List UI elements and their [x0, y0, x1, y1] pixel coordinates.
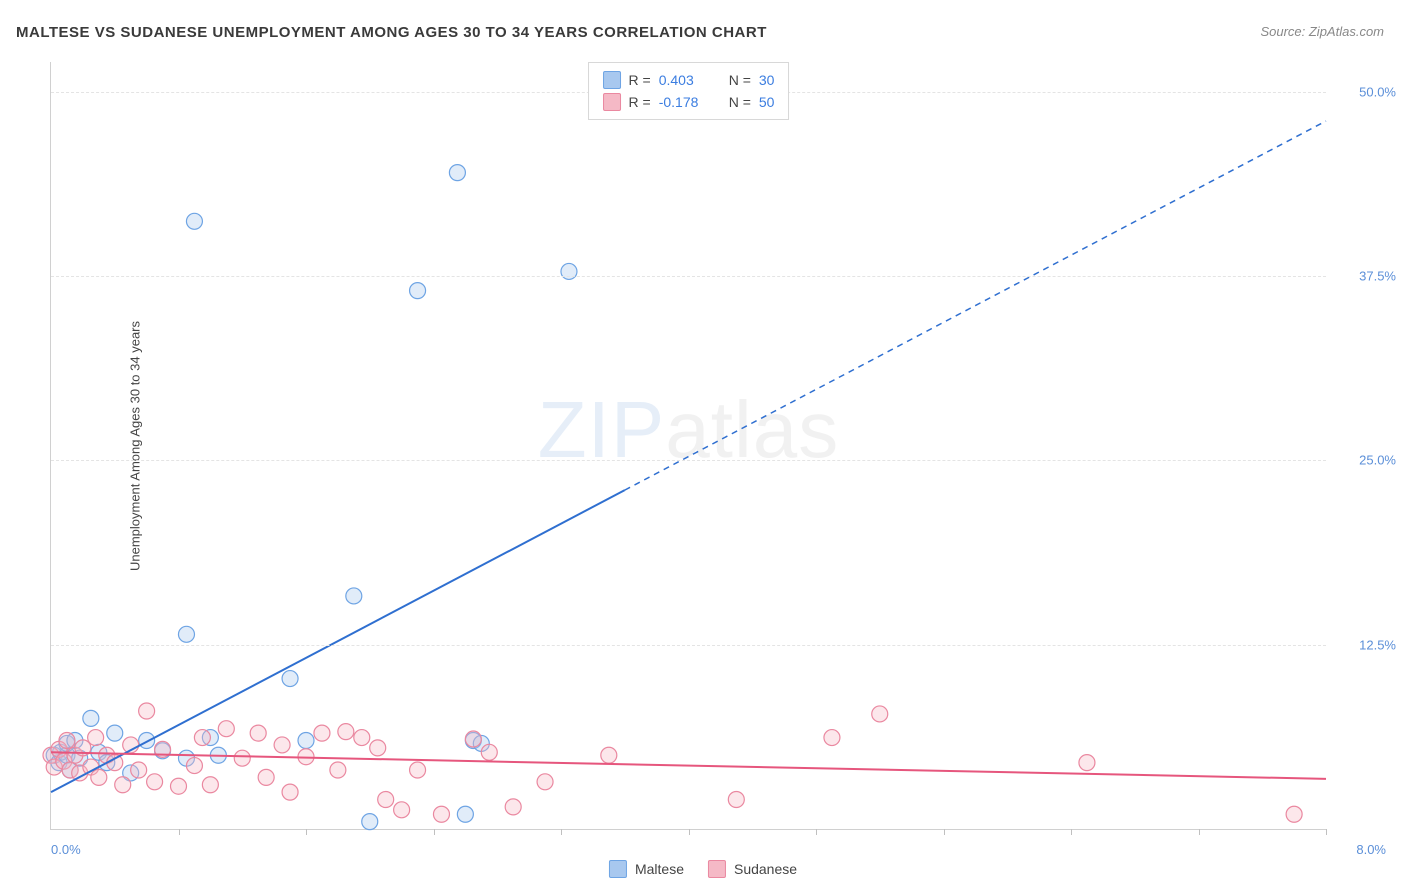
- data-point[interactable]: [1286, 806, 1302, 822]
- maltese-n-value: 30: [759, 72, 775, 88]
- data-point[interactable]: [298, 733, 314, 749]
- data-point[interactable]: [362, 814, 378, 830]
- data-point[interactable]: [394, 802, 410, 818]
- stats-row-maltese: R = 0.403 N = 30: [603, 69, 775, 91]
- data-point[interactable]: [330, 762, 346, 778]
- stats-row-sudanese: R = -0.178 N = 50: [603, 91, 775, 113]
- legend-item-sudanese[interactable]: Sudanese: [708, 860, 797, 878]
- chart-svg: [51, 62, 1326, 829]
- data-point[interactable]: [107, 725, 123, 741]
- data-point[interactable]: [194, 730, 210, 746]
- x-tick: [179, 829, 180, 835]
- x-tick: [1199, 829, 1200, 835]
- data-point[interactable]: [186, 758, 202, 774]
- legend-item-maltese[interactable]: Maltese: [609, 860, 684, 878]
- source-label: Source: ZipAtlas.com: [1260, 24, 1384, 39]
- x-tick: [1326, 829, 1327, 835]
- chart-title: MALTESE VS SUDANESE UNEMPLOYMENT AMONG A…: [16, 24, 767, 41]
- x-tick: [1071, 829, 1072, 835]
- grid-line: [51, 276, 1326, 277]
- data-point[interactable]: [115, 777, 131, 793]
- data-point[interactable]: [131, 762, 147, 778]
- x-tick: [816, 829, 817, 835]
- x-tick: [561, 829, 562, 835]
- maltese-r-value: 0.403: [659, 72, 713, 88]
- maltese-swatch-icon: [603, 71, 621, 89]
- legend-label: Sudanese: [734, 861, 797, 877]
- data-point[interactable]: [410, 762, 426, 778]
- data-point[interactable]: [202, 777, 218, 793]
- data-point[interactable]: [314, 725, 330, 741]
- y-tick-label: 12.5%: [1359, 637, 1396, 652]
- x-tick: [434, 829, 435, 835]
- y-tick-label: 25.0%: [1359, 453, 1396, 468]
- data-point[interactable]: [433, 806, 449, 822]
- data-point[interactable]: [139, 733, 155, 749]
- sudanese-n-value: 50: [759, 94, 775, 110]
- data-point[interactable]: [91, 769, 107, 785]
- data-point[interactable]: [354, 730, 370, 746]
- data-point[interactable]: [346, 588, 362, 604]
- data-point[interactable]: [250, 725, 266, 741]
- data-point[interactable]: [234, 750, 250, 766]
- data-point[interactable]: [370, 740, 386, 756]
- y-tick-label: 50.0%: [1359, 84, 1396, 99]
- data-point[interactable]: [147, 774, 163, 790]
- data-point[interactable]: [59, 733, 75, 749]
- data-point[interactable]: [872, 706, 888, 722]
- data-point[interactable]: [338, 724, 354, 740]
- x-tick: [689, 829, 690, 835]
- series-legend: Maltese Sudanese: [609, 860, 797, 878]
- x-axis-max-label: 8.0%: [1356, 842, 1386, 857]
- data-point[interactable]: [218, 721, 234, 737]
- data-point[interactable]: [824, 730, 840, 746]
- chart-container: MALTESE VS SUDANESE UNEMPLOYMENT AMONG A…: [0, 0, 1406, 892]
- trend-line-extrapolated: [625, 121, 1326, 490]
- x-tick: [306, 829, 307, 835]
- data-point[interactable]: [83, 710, 99, 726]
- sudanese-swatch-icon: [603, 93, 621, 111]
- trend-line: [51, 490, 625, 792]
- data-point[interactable]: [178, 626, 194, 642]
- stats-legend: R = 0.403 N = 30 R = -0.178 N = 50: [588, 62, 790, 120]
- grid-line: [51, 645, 1326, 646]
- data-point[interactable]: [378, 792, 394, 808]
- data-point[interactable]: [537, 774, 553, 790]
- data-point[interactable]: [282, 784, 298, 800]
- data-point[interactable]: [449, 165, 465, 181]
- data-point[interactable]: [505, 799, 521, 815]
- grid-line: [51, 460, 1326, 461]
- maltese-legend-swatch-icon: [609, 860, 627, 878]
- data-point[interactable]: [561, 263, 577, 279]
- y-tick-label: 37.5%: [1359, 268, 1396, 283]
- data-point[interactable]: [171, 778, 187, 794]
- sudanese-legend-swatch-icon: [708, 860, 726, 878]
- data-point[interactable]: [186, 213, 202, 229]
- x-axis-min-label: 0.0%: [51, 842, 81, 857]
- plot-area: ZIPatlas R = 0.403 N = 30 R = -0.178 N =…: [50, 62, 1326, 830]
- data-point[interactable]: [274, 737, 290, 753]
- data-point[interactable]: [282, 671, 298, 687]
- data-point[interactable]: [410, 283, 426, 299]
- sudanese-r-value: -0.178: [659, 94, 713, 110]
- data-point[interactable]: [728, 792, 744, 808]
- data-point[interactable]: [88, 730, 104, 746]
- data-point[interactable]: [139, 703, 155, 719]
- data-point[interactable]: [481, 744, 497, 760]
- x-tick: [944, 829, 945, 835]
- data-point[interactable]: [465, 731, 481, 747]
- data-point[interactable]: [258, 769, 274, 785]
- data-point[interactable]: [1079, 755, 1095, 771]
- data-point[interactable]: [601, 747, 617, 763]
- data-point[interactable]: [457, 806, 473, 822]
- legend-label: Maltese: [635, 861, 684, 877]
